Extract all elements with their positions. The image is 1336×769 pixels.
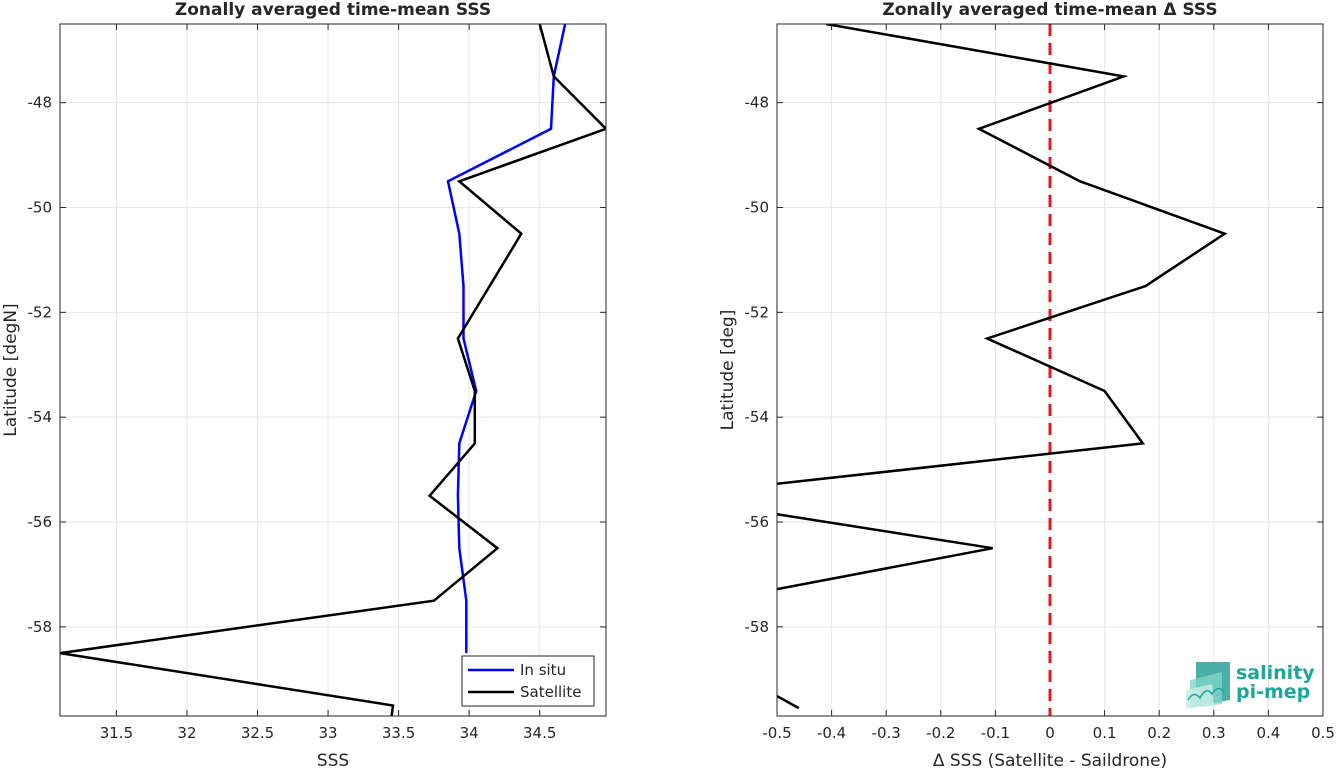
logo-line2: pi-mep bbox=[1236, 681, 1310, 703]
plot-lines bbox=[777, 24, 1228, 716]
y-tick-label: -48 bbox=[745, 94, 770, 112]
y-tick-label: -48 bbox=[28, 94, 53, 112]
x-tick-label: 33.5 bbox=[382, 724, 415, 742]
legend-entry: In situ bbox=[520, 661, 566, 679]
y-tick-label: -52 bbox=[28, 303, 53, 321]
delta-sss-series-line bbox=[777, 24, 1228, 486]
x-tick-label: 33 bbox=[319, 724, 338, 742]
x-tick-label: 34 bbox=[460, 724, 479, 742]
axes-box bbox=[59, 23, 607, 717]
y-tick-label: -54 bbox=[745, 408, 770, 426]
y-tick-label: -50 bbox=[28, 198, 53, 216]
y-tick-label: -58 bbox=[28, 618, 53, 636]
chart-title: Zonally averaged time-mean SSS bbox=[175, 0, 491, 20]
salinity-pi-mep-logo: salinity pi-mep bbox=[1186, 662, 1315, 708]
y-tick-label: -58 bbox=[745, 618, 770, 636]
x-tick-label: 34.5 bbox=[523, 724, 556, 742]
y-tick-label: -50 bbox=[745, 198, 770, 216]
delta-sss-panel: -0.5 -0.4 -0.3 -0.2 -0.1 0 0.1 0.2 0.3 0.4 0.5 -48 -… bbox=[718, 0, 1335, 769]
delta-sss-series-line bbox=[777, 695, 800, 710]
y-axis-label: Latitude [deg] bbox=[718, 310, 738, 431]
x-tick-label: -0.2 bbox=[926, 724, 955, 742]
x-tick-label: 0.5 bbox=[1311, 724, 1335, 742]
logo-wave-icon bbox=[1186, 662, 1230, 708]
x-tick-label: 0.1 bbox=[1093, 724, 1117, 742]
x-tick-label: -0.1 bbox=[981, 724, 1010, 742]
x-tick-label: -0.4 bbox=[817, 724, 846, 742]
x-tick-label: 32.5 bbox=[241, 724, 274, 742]
in-situ-series-line bbox=[446, 24, 567, 654]
x-tick-label: 32 bbox=[177, 724, 196, 742]
y-tick-label: -54 bbox=[28, 408, 53, 426]
plot-area bbox=[60, 24, 606, 716]
x-tick-label: -0.3 bbox=[872, 724, 901, 742]
plot-lines bbox=[60, 24, 606, 716]
x-tick-label: 31.5 bbox=[100, 724, 133, 742]
sss-panel: 31.5 32 32.5 33 33.5 34 34.5 -48 -50 -52 -54 -56 -58… bbox=[1, 0, 607, 769]
legend: In situ Satellite bbox=[461, 655, 595, 707]
legend-entry: Satellite bbox=[520, 683, 581, 701]
y-axis-label: Latitude [degN] bbox=[1, 303, 21, 436]
axes-box bbox=[776, 23, 1324, 717]
x-tick-label: -0.5 bbox=[762, 724, 791, 742]
x-tick-label: 0.2 bbox=[1147, 724, 1171, 742]
y-tick-label: -56 bbox=[745, 513, 770, 531]
satellite-series-line bbox=[60, 24, 606, 716]
y-tick-label: -52 bbox=[745, 303, 770, 321]
logo-line1: salinity bbox=[1236, 662, 1315, 684]
delta-sss-series-line bbox=[777, 512, 993, 591]
legend-box bbox=[461, 655, 595, 707]
x-tick-label: 0 bbox=[1045, 724, 1055, 742]
x-tick-label: 0.4 bbox=[1256, 724, 1280, 742]
x-axis-label: SSS bbox=[317, 751, 349, 769]
chart-title: Zonally averaged time-mean Δ SSS bbox=[882, 0, 1217, 20]
x-tick-label: 0.3 bbox=[1202, 724, 1226, 742]
x-axis-label: Δ SSS (Satellite - Saildrone) bbox=[933, 751, 1167, 769]
y-tick-label: -56 bbox=[28, 513, 53, 531]
